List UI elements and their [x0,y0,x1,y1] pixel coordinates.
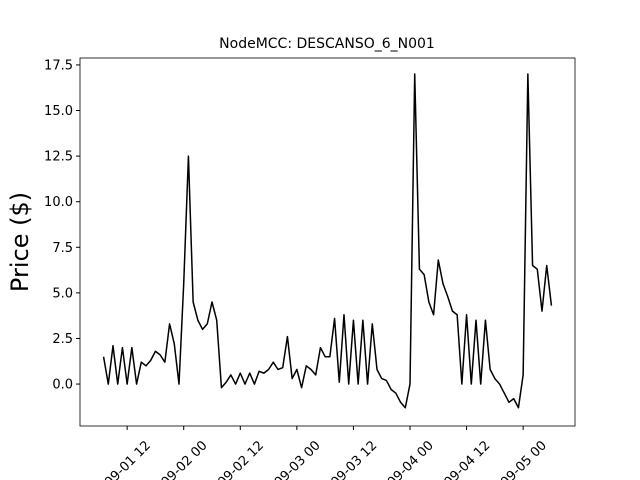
y-tick-label: 5.0 [52,286,73,301]
y-tick-label: 7.5 [52,241,73,256]
price-line [102,73,553,409]
chart-title: NodeMCC: DESCANSO_6_N001 [219,36,435,52]
y-tick-label: 10.0 [44,195,73,210]
y-axis-label: Price ($) [6,192,34,292]
x-tick-label: 09-04 00 [385,438,437,480]
y-tick-label: 2.5 [52,332,73,347]
y-tick-label: 15.0 [44,104,73,119]
x-tick-label: 09-05 00 [498,438,550,480]
x-tick-label: 09-04 12 [441,438,493,480]
x-tick-label: 09-03 00 [272,438,324,480]
x-tick-label: 09-03 12 [328,438,380,480]
x-tick-label: 09-01 12 [102,438,154,480]
x-tick-label: 09-02 00 [159,438,211,480]
y-tick-label: 17.5 [44,58,73,73]
plot-frame [79,57,576,427]
y-tick-label: 12.5 [44,150,73,165]
x-tick-label: 09-02 12 [215,438,267,480]
y-tick-label: 0.0 [52,378,73,393]
